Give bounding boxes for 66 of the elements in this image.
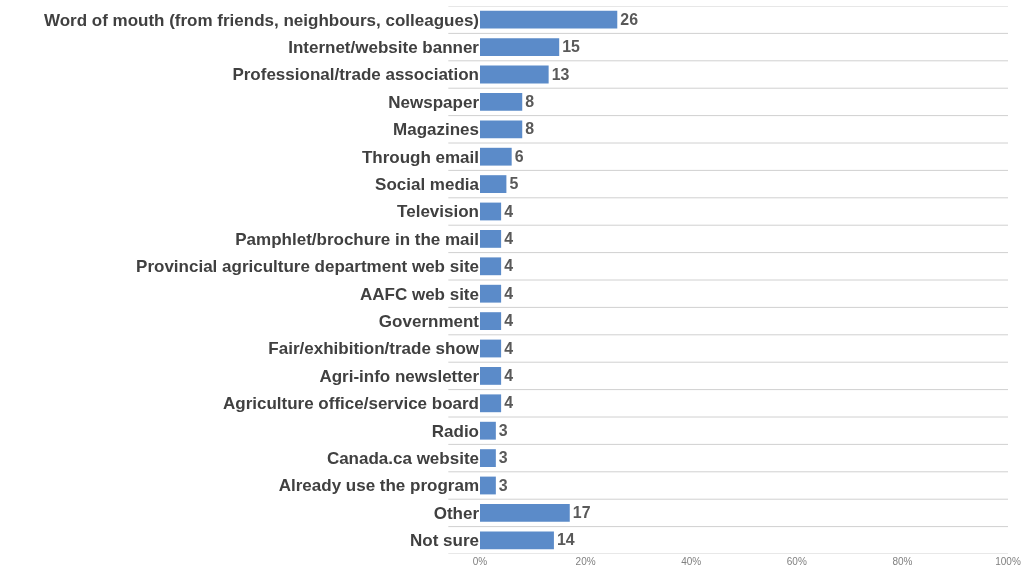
- bar: [480, 449, 496, 467]
- data-label: 8: [525, 120, 535, 138]
- bar: [480, 476, 496, 495]
- data-label: 13: [551, 65, 570, 83]
- bar: [480, 38, 560, 57]
- data-label: 26: [620, 10, 639, 28]
- bar: [480, 10, 618, 29]
- data-label: 4: [504, 394, 514, 412]
- data-label: 17: [572, 504, 591, 522]
- data-label: 4: [504, 257, 514, 275]
- x-tick-label: 20%: [575, 556, 596, 567]
- data-label: 14: [556, 531, 575, 549]
- y-tick-label: Through email: [361, 147, 479, 167]
- bar: [480, 202, 502, 221]
- y-tick-label: Radio: [431, 421, 479, 441]
- data-label: 4: [504, 339, 514, 357]
- data-label: 4: [504, 284, 514, 302]
- y-tick-label: Newspaper: [388, 92, 480, 112]
- y-tick-label: Pamphlet/brochure in the mail: [235, 229, 479, 249]
- y-tick-label: Agri-info newsletter: [319, 366, 480, 386]
- x-tick-label: 100%: [995, 556, 1021, 567]
- y-tick-label: Professional/trade association: [232, 65, 479, 85]
- bar: [480, 504, 570, 522]
- bar: [480, 92, 523, 111]
- data-label: 5: [509, 175, 519, 193]
- y-tick-label: Government: [378, 312, 480, 332]
- data-label: 8: [525, 93, 535, 111]
- x-tick-label: 80%: [892, 556, 913, 567]
- bar: [480, 339, 502, 358]
- data-label: 4: [504, 230, 514, 248]
- bar: [480, 367, 502, 385]
- y-tick-label: Television: [397, 202, 479, 222]
- bar: [480, 175, 507, 194]
- bar: [480, 229, 502, 248]
- data-label: 3: [498, 421, 508, 439]
- data-label: 6: [514, 147, 524, 165]
- y-tick-label: Provincial agriculture department web site: [136, 257, 479, 277]
- y-tick-label: Agriculture office/service board: [222, 394, 479, 414]
- data-label: 4: [504, 367, 514, 385]
- y-tick-label: Canada.ca website: [326, 449, 479, 469]
- y-tick-label: Magazines: [393, 120, 479, 140]
- bar: [480, 257, 502, 276]
- bar: [480, 531, 554, 550]
- bar: [480, 394, 502, 413]
- data-label: 3: [498, 449, 508, 467]
- y-tick-label: Internet/website banner: [288, 38, 480, 58]
- bar: [480, 65, 549, 84]
- bar: [480, 284, 502, 303]
- bar: [480, 312, 502, 331]
- data-label: 3: [498, 476, 508, 494]
- y-tick-label: Word of mouth (from friends, neighbours, colleagues): [43, 10, 479, 30]
- y-tick-label: Other: [433, 503, 480, 523]
- data-label: 15: [562, 38, 581, 56]
- y-tick-label: AAFC web site: [359, 284, 479, 304]
- y-tick-label: Not sure: [410, 531, 479, 551]
- data-label: 4: [504, 312, 514, 330]
- x-tick-label: 40%: [681, 556, 702, 567]
- x-tick-label: 0%: [472, 556, 488, 567]
- bar: [480, 421, 496, 440]
- y-tick-label: Social media: [375, 175, 480, 195]
- bar: [480, 147, 512, 166]
- bar: [480, 120, 523, 139]
- x-tick-label: 60%: [786, 556, 807, 567]
- y-tick-label: Already use the program: [278, 476, 479, 496]
- data-label: 4: [504, 202, 514, 220]
- y-tick-label: Fair/exhibition/trade show: [268, 339, 480, 359]
